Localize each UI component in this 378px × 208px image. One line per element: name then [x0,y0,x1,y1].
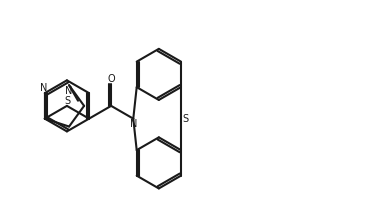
Text: N: N [40,83,47,93]
Text: S: S [64,96,70,106]
Text: N: N [65,86,72,96]
Text: O: O [107,74,115,84]
Text: S: S [183,114,189,124]
Text: N: N [130,119,137,129]
